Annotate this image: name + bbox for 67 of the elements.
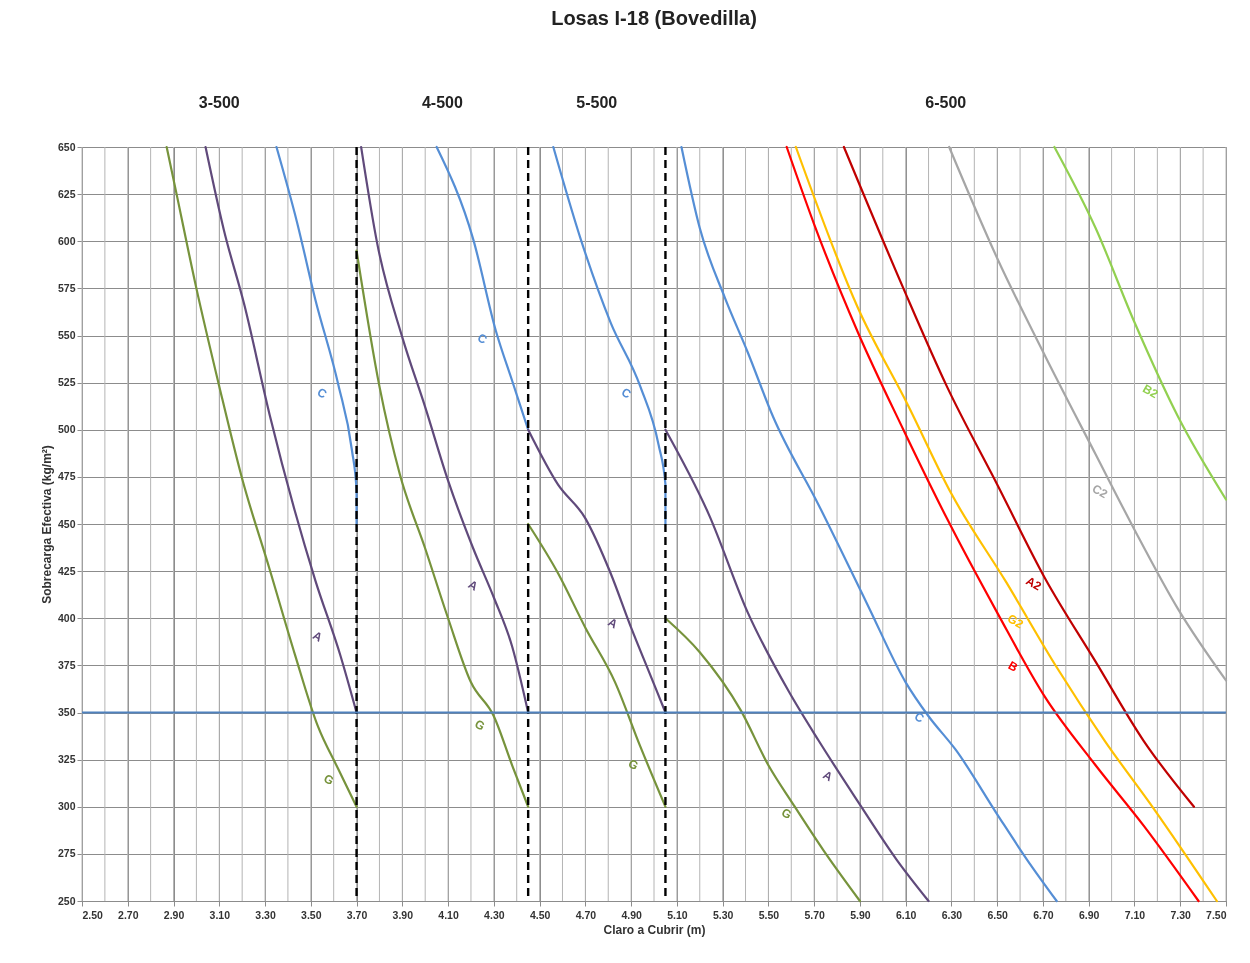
- annotation: A: [605, 614, 621, 632]
- x-tick-label: 7.10: [1124, 908, 1146, 921]
- x-tick-label: 7.50: [1206, 908, 1227, 921]
- y-tick-label: 350: [57, 706, 76, 718]
- annotation: C: [474, 330, 490, 347]
- y-tick-label: 300: [57, 800, 76, 813]
- annotation: A: [820, 767, 836, 785]
- text: 6-500: [925, 94, 967, 111]
- y-tick-label: 550: [57, 329, 76, 341]
- annotation: A: [310, 628, 326, 645]
- y-tick-label: 425: [57, 564, 76, 577]
- x-tick-label: 6.70: [1033, 908, 1054, 921]
- x-tick-label: 5.50: [758, 908, 780, 921]
- y-tick-label: 600: [57, 234, 76, 247]
- y-tick-label: 650: [57, 140, 76, 153]
- annotation: G: [321, 771, 337, 789]
- annotation: A2: [1023, 573, 1045, 594]
- x-axis-title: Claro a Cubrir (m): [603, 923, 706, 937]
- x-tick-label: 2.90: [163, 908, 185, 921]
- x-tick-label: 4.90: [621, 908, 642, 921]
- y-tick-label: 500: [57, 423, 76, 436]
- text: 4-500: [421, 94, 463, 111]
- x-tick-label: 6.30: [941, 908, 963, 921]
- x-tick-label: 7.30: [1170, 908, 1192, 921]
- x-tick-label: 6.90: [1079, 908, 1100, 921]
- x-tick-label: 3.50: [301, 908, 322, 921]
- text: 5-500: [576, 94, 618, 111]
- x-tick-label: 4.30: [484, 908, 505, 921]
- x-tick-label: 4.70: [575, 908, 597, 921]
- y-tick-label: 375: [57, 658, 76, 671]
- x-tick-label: 4.50: [529, 908, 551, 921]
- y-tick-label: 450: [57, 517, 76, 530]
- x-tick-label: 3.70: [346, 908, 368, 921]
- chart-title: Losas I-18 (Bovedilla): [551, 7, 757, 29]
- x-tick-label: 3.30: [255, 908, 276, 921]
- x-tick-label: 5.70: [804, 908, 826, 921]
- annotation: A: [465, 577, 481, 594]
- y-tick-label: 575: [57, 281, 76, 294]
- y-tick-label: 625: [57, 187, 76, 200]
- annotation: G2: [1004, 611, 1027, 632]
- x-tick-label: 5.90: [850, 908, 871, 921]
- annotation: C: [314, 385, 330, 402]
- annotation: C: [619, 385, 634, 402]
- x-tick-label: 3.90: [392, 908, 414, 921]
- x-tick-label: 5.10: [667, 908, 688, 921]
- x-tick-label: 6.50: [987, 908, 1009, 921]
- annotation: G: [625, 756, 641, 773]
- y-tick-label: 275: [57, 847, 76, 860]
- x-tick-label: 2.50: [82, 908, 104, 921]
- x-tick-label: 5.30: [712, 908, 734, 921]
- annotation: G: [472, 716, 488, 734]
- text: 3-500: [198, 94, 240, 111]
- annotation: B2: [1140, 381, 1161, 402]
- x-tick-label: 6.10: [895, 908, 917, 921]
- y-tick-label: 250: [57, 894, 76, 907]
- y-tick-label: 400: [57, 611, 76, 624]
- y-tick-label: 325: [57, 753, 76, 766]
- annotation: B: [1005, 658, 1021, 675]
- annotation: G: [778, 805, 795, 822]
- y-tick-label: 525: [57, 376, 76, 389]
- x-tick-label: 2.70: [118, 908, 139, 921]
- annotation: C2: [1089, 481, 1111, 502]
- y-tick-label: 475: [57, 470, 76, 483]
- x-tick-label: 3.10: [209, 908, 231, 921]
- annotation: C: [911, 709, 927, 726]
- y-axis-title: Sobrecarga Efectiva (kg/m²): [39, 445, 54, 604]
- x-tick-label: 4.10: [438, 908, 459, 921]
